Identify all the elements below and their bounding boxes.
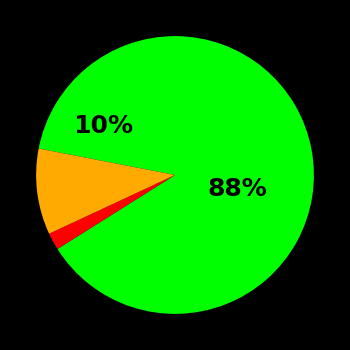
Text: 10%: 10% <box>73 114 133 138</box>
Text: 88%: 88% <box>208 177 267 201</box>
Wedge shape <box>38 36 314 314</box>
Wedge shape <box>49 175 175 249</box>
Wedge shape <box>36 148 175 234</box>
